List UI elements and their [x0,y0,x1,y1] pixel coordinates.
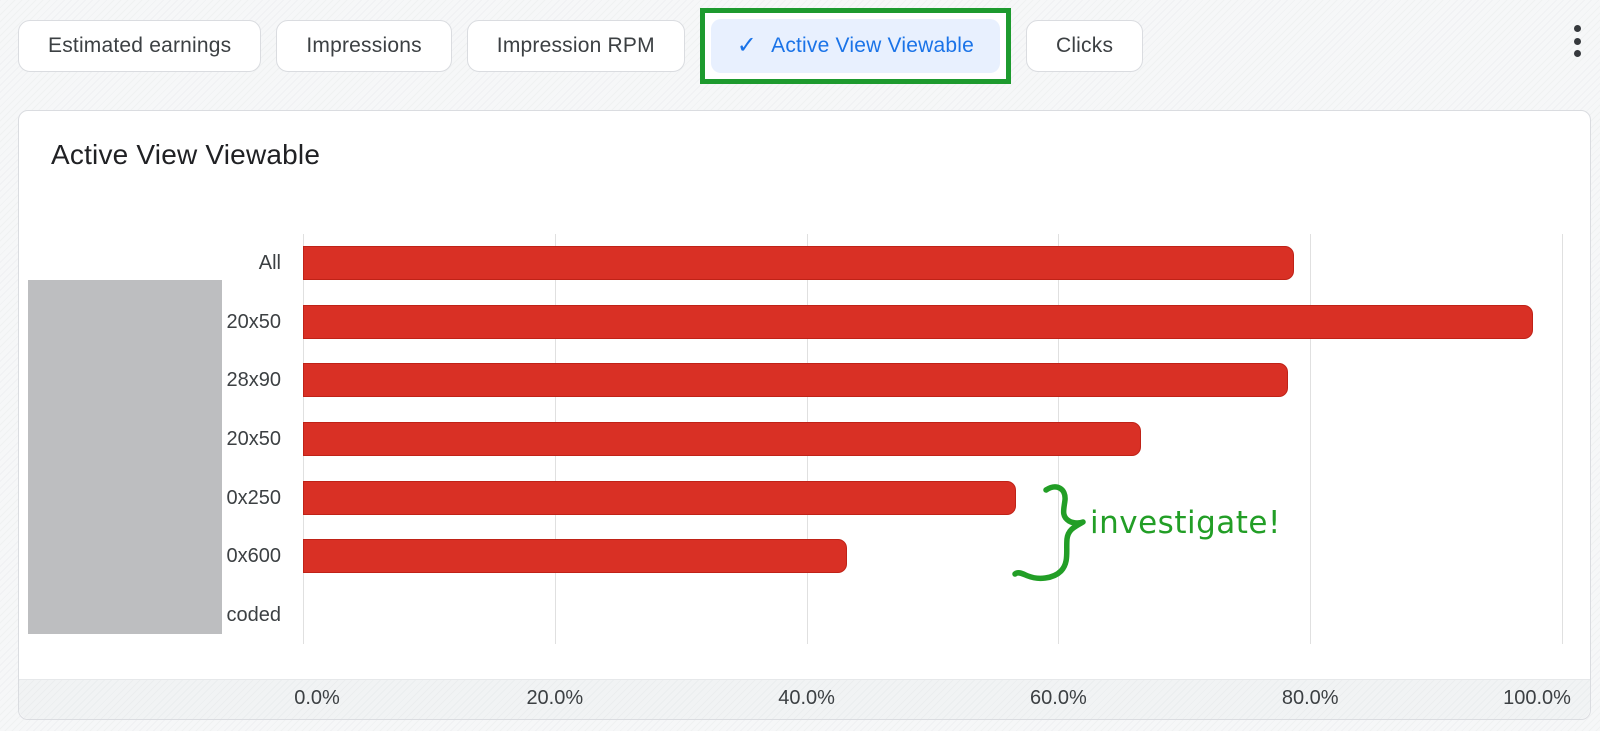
tab-label: Estimated earnings [48,34,232,57]
tab-impressions[interactable]: Impressions [276,20,452,72]
tab-estimated-earnings[interactable]: Estimated earnings [18,20,262,72]
x-axis-tick-label: 80.0% [1281,687,1339,709]
x-axis-tick-label: 100.0% [1503,687,1571,709]
y-axis-label: 0x600 [226,545,282,568]
tab-impression-rpm[interactable]: Impression RPM [466,20,685,72]
y-axis-label: 0x250 [226,486,282,509]
metric-chip-row: Estimated earnings Impressions Impressio… [0,0,1600,92]
bar-20x50 [303,422,1142,456]
y-axis-label: 28x90 [226,369,282,392]
x-axis-tick-label: 20.0% [526,687,584,709]
annotation-highlight-box: ✓ Active View Viewable [699,8,1011,84]
tab-label: Impression RPM [496,34,655,57]
gridline [1310,234,1312,644]
check-icon: ✓ [736,32,758,59]
chart-card: Active View Viewable All 20x50 28x90 20x50 0… [18,110,1591,720]
y-axis-label: All [258,252,281,275]
tab-clicks[interactable]: Clicks [1025,20,1144,72]
gridline [1562,234,1563,644]
bar-0x600 [303,539,847,574]
bar-chart-plot-area [303,234,1563,644]
x-axis-tick-label: 0.0% [294,687,340,709]
y-axis-label: 20x50 [226,428,282,450]
tab-active-view-viewable[interactable]: ✓ Active View Viewable [710,19,1000,73]
tab-label: Clicks [1055,34,1114,57]
y-axis-label: 20x50 [226,310,282,333]
bar-28x90 [303,363,1288,398]
bar-0x250 [303,480,1016,515]
y-axis-labels: All 20x50 28x90 20x50 0x250 0x600 coded [19,234,282,644]
redaction-overlay [28,280,222,634]
y-axis-label: coded [226,603,282,626]
tab-label: Active View Viewable [771,34,974,57]
x-axis-tick-label: 40.0% [778,687,835,709]
bar-all [303,246,1294,281]
x-axis-strip: 0.0% 20.0% 40.0% 60.0% 80.0% 100.0% [19,679,1590,719]
chart-title: Active View Viewable [51,139,321,170]
bar-20x50 [303,304,1534,339]
tab-label: Impressions [306,34,422,57]
kebab-menu-icon[interactable] [1570,25,1584,57]
x-axis-tick-label: 60.0% [1030,687,1087,709]
